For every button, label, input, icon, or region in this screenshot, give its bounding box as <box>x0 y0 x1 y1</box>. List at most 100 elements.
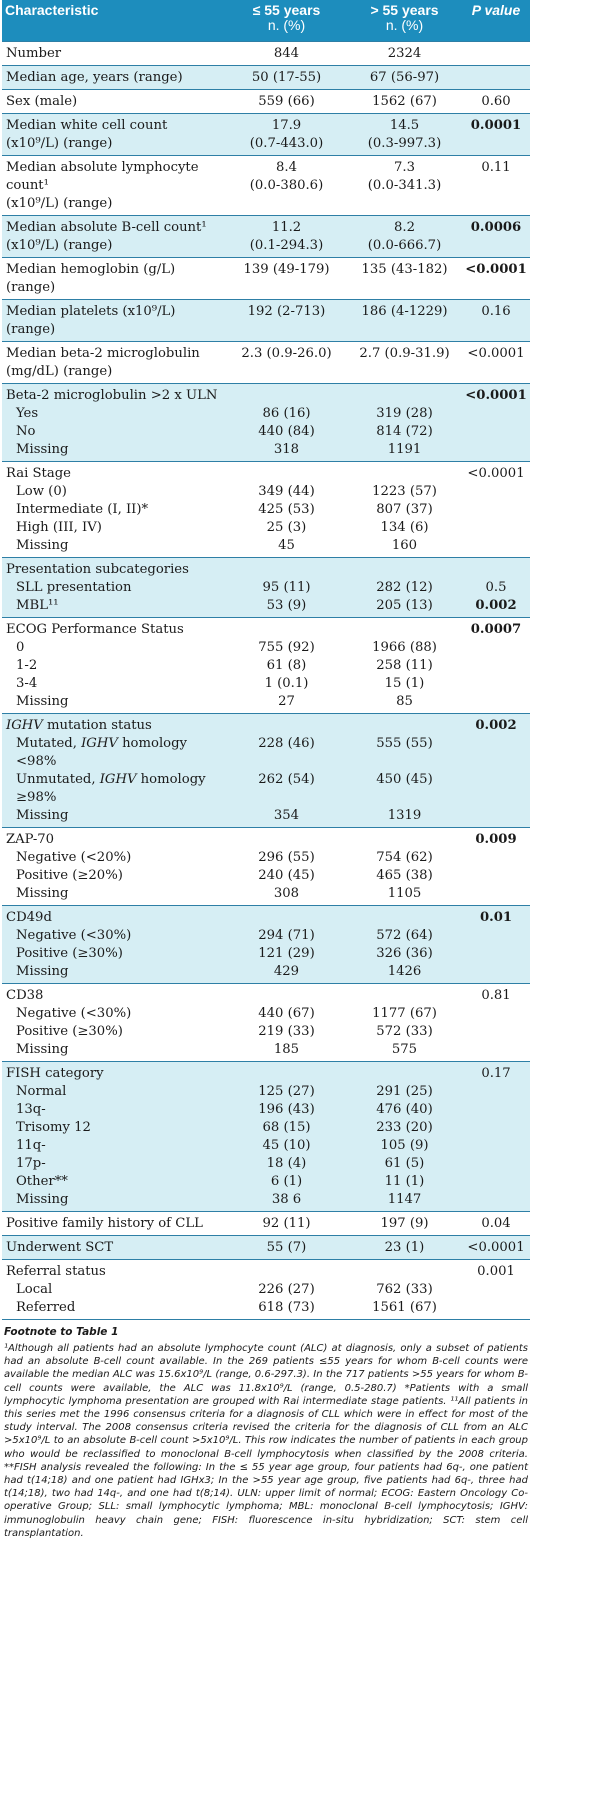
group-header-row: CD49d 0.01 <box>2 905 530 927</box>
old-value: 575 <box>391 1042 418 1057</box>
row-label-line: Median platelets (x10⁹/L) (range) <box>6 304 176 337</box>
p-value <box>462 519 530 537</box>
group-header-row: CD38 0.81 <box>2 983 530 1005</box>
p-value <box>462 885 530 906</box>
old-value: 197 (9) <box>347 1211 462 1236</box>
table-row: Underwent SCT 55 (7) 23 (1) <0.0001 <box>2 1235 530 1260</box>
young-value-line: 844 <box>273 46 300 61</box>
row-label-line-2: (x10⁹/L) (range) <box>6 136 113 151</box>
young-value: 17.9 (0.7-443.0) <box>226 113 347 156</box>
p-value: 0.0001 <box>462 113 530 156</box>
subrow-label: Missing <box>16 694 69 709</box>
row-label-line-2: (x10⁹/L) (range) <box>6 238 113 253</box>
old-value: 14.5 (0.3-997.3) <box>347 113 462 156</box>
young-range-line: (0.7-443.0) <box>249 136 324 151</box>
subrow-label: Missing <box>2 807 226 828</box>
young-value: 349 (44) <box>258 484 315 499</box>
young-value: 27 <box>278 694 295 709</box>
empty-cell <box>347 827 462 849</box>
young-value: 139 (49-179) <box>226 257 347 300</box>
row-label: Positive family history of CLL <box>2 1211 226 1236</box>
old-value-line: 2324 <box>387 46 422 61</box>
row-label-line: Median age, years (range) <box>6 70 183 85</box>
young-value: 429 <box>226 963 347 984</box>
row-label-line: Underwent SCT <box>6 1240 114 1255</box>
old-value: 23 (1) <box>347 1235 462 1260</box>
old-value: 1426 <box>347 963 462 984</box>
row-label-line: Median absolute B-cell count¹ <box>6 220 207 235</box>
empty-cell <box>347 461 462 483</box>
p-value <box>462 771 530 807</box>
footnote-title: Footnote to Table 1 <box>4 1326 119 1338</box>
p-value: 0.17 <box>462 1061 530 1083</box>
old-value: 1105 <box>387 886 422 901</box>
empty-cell <box>226 461 347 483</box>
p-value <box>462 807 530 828</box>
p-value <box>462 693 530 714</box>
old-value: 1966 (88) <box>372 640 437 655</box>
empty-cell <box>226 1259 347 1281</box>
table-subrow: 17p- 18 (4) 61 (5) <box>2 1155 530 1173</box>
p-value: 0.0007 <box>462 617 530 639</box>
old-value: 1223 (57) <box>372 484 437 499</box>
old-value: 555 (55) <box>347 735 462 771</box>
table-subrow: Missing 308 1105 <box>2 885 530 906</box>
group-header-row: Rai Stage <0.0001 <box>2 461 530 483</box>
table-row: Number 844 2324 <box>2 41 530 66</box>
table-subrow: SLL presentation 95 (11) 282 (12) 0.5 <box>2 579 530 597</box>
p-value <box>462 423 530 441</box>
table-row: Median hemoglobin (g/L) (range) 139 (49-1… <box>2 257 530 300</box>
empty-cell <box>226 557 347 579</box>
young-value-line: 11.2 <box>271 220 302 235</box>
empty-cell <box>347 557 462 579</box>
p-value <box>462 1083 530 1101</box>
table-subrow: Missing 27 85 <box>2 693 530 714</box>
young-value: 92 (11) <box>226 1211 347 1236</box>
p-value <box>462 1101 530 1119</box>
p-value <box>462 1005 530 1023</box>
young-value: 440 (84) <box>226 423 347 441</box>
p-value <box>462 41 530 66</box>
subrow-label: 17p- <box>2 1155 226 1173</box>
table-subrow: Missing 38 6 1147 <box>2 1191 530 1212</box>
table-row: Median age, years (range) 50 (17-55) 67 (5… <box>2 65 530 90</box>
p-value <box>462 1173 530 1191</box>
subrow-label: 1-2 <box>16 658 38 673</box>
header-old-age: > 55 years n. (%) <box>347 0 462 42</box>
subrow-label: Intermediate (I, II)* <box>16 502 149 517</box>
p-value: 0.11 <box>462 155 530 216</box>
subrow-label: Trisomy 12 <box>2 1119 226 1137</box>
old-value: 1319 <box>347 807 462 828</box>
table-subrow: Positive (≥30%) 219 (33) 572 (33) <box>2 1023 530 1041</box>
p-value <box>462 639 530 657</box>
young-value: 240 (45) <box>258 868 315 883</box>
subrow-label: Negative (<30%) <box>2 927 226 945</box>
old-value: 160 <box>391 538 418 553</box>
empty-cell <box>226 617 347 639</box>
table-subrow: Positive (≥20%) 240 (45) 465 (38) <box>2 867 530 885</box>
young-value-line: 17.9 <box>271 118 302 133</box>
empty-cell <box>226 983 347 1005</box>
row-label: Median white cell count (x10⁹/L) (range) <box>2 113 226 156</box>
p-value <box>462 1299 530 1319</box>
young-value: 559 (66) <box>226 89 347 114</box>
characteristics-table: Characteristic ≤ 55 years n. (%) > 55 ye… <box>2 0 530 1319</box>
young-value: 308 <box>273 886 300 901</box>
table-subrow: 0 755 (92) 1966 (88) <box>2 639 530 657</box>
subrow-label: Missing <box>16 886 69 901</box>
group-header-row: Referral status 0.001 <box>2 1259 530 1281</box>
subrow-label: Positive (≥30%) <box>2 945 226 963</box>
row-label: Median age, years (range) <box>2 65 226 90</box>
table-footnote: Footnote to Table 1 ¹Although all patien… <box>2 1319 530 1540</box>
old-value: 762 (33) <box>376 1282 433 1297</box>
old-value-line: 14.5 <box>389 118 420 133</box>
p-value: <0.0001 <box>462 461 530 483</box>
table-subrow: Negative (<20%) 296 (55) 754 (62) <box>2 849 530 867</box>
subrow-label: Normal <box>2 1083 226 1101</box>
header-characteristic: Characteristic <box>2 0 226 42</box>
subrow-label: Negative (<20%) <box>16 850 132 865</box>
old-range-line: (0.0-341.3) <box>367 178 442 193</box>
old-value: 814 (72) <box>347 423 462 441</box>
p-value: 0.0006 <box>462 215 530 258</box>
table-subrow: MBL¹¹ 53 (9) 205 (13) 0.002 <box>2 597 530 618</box>
